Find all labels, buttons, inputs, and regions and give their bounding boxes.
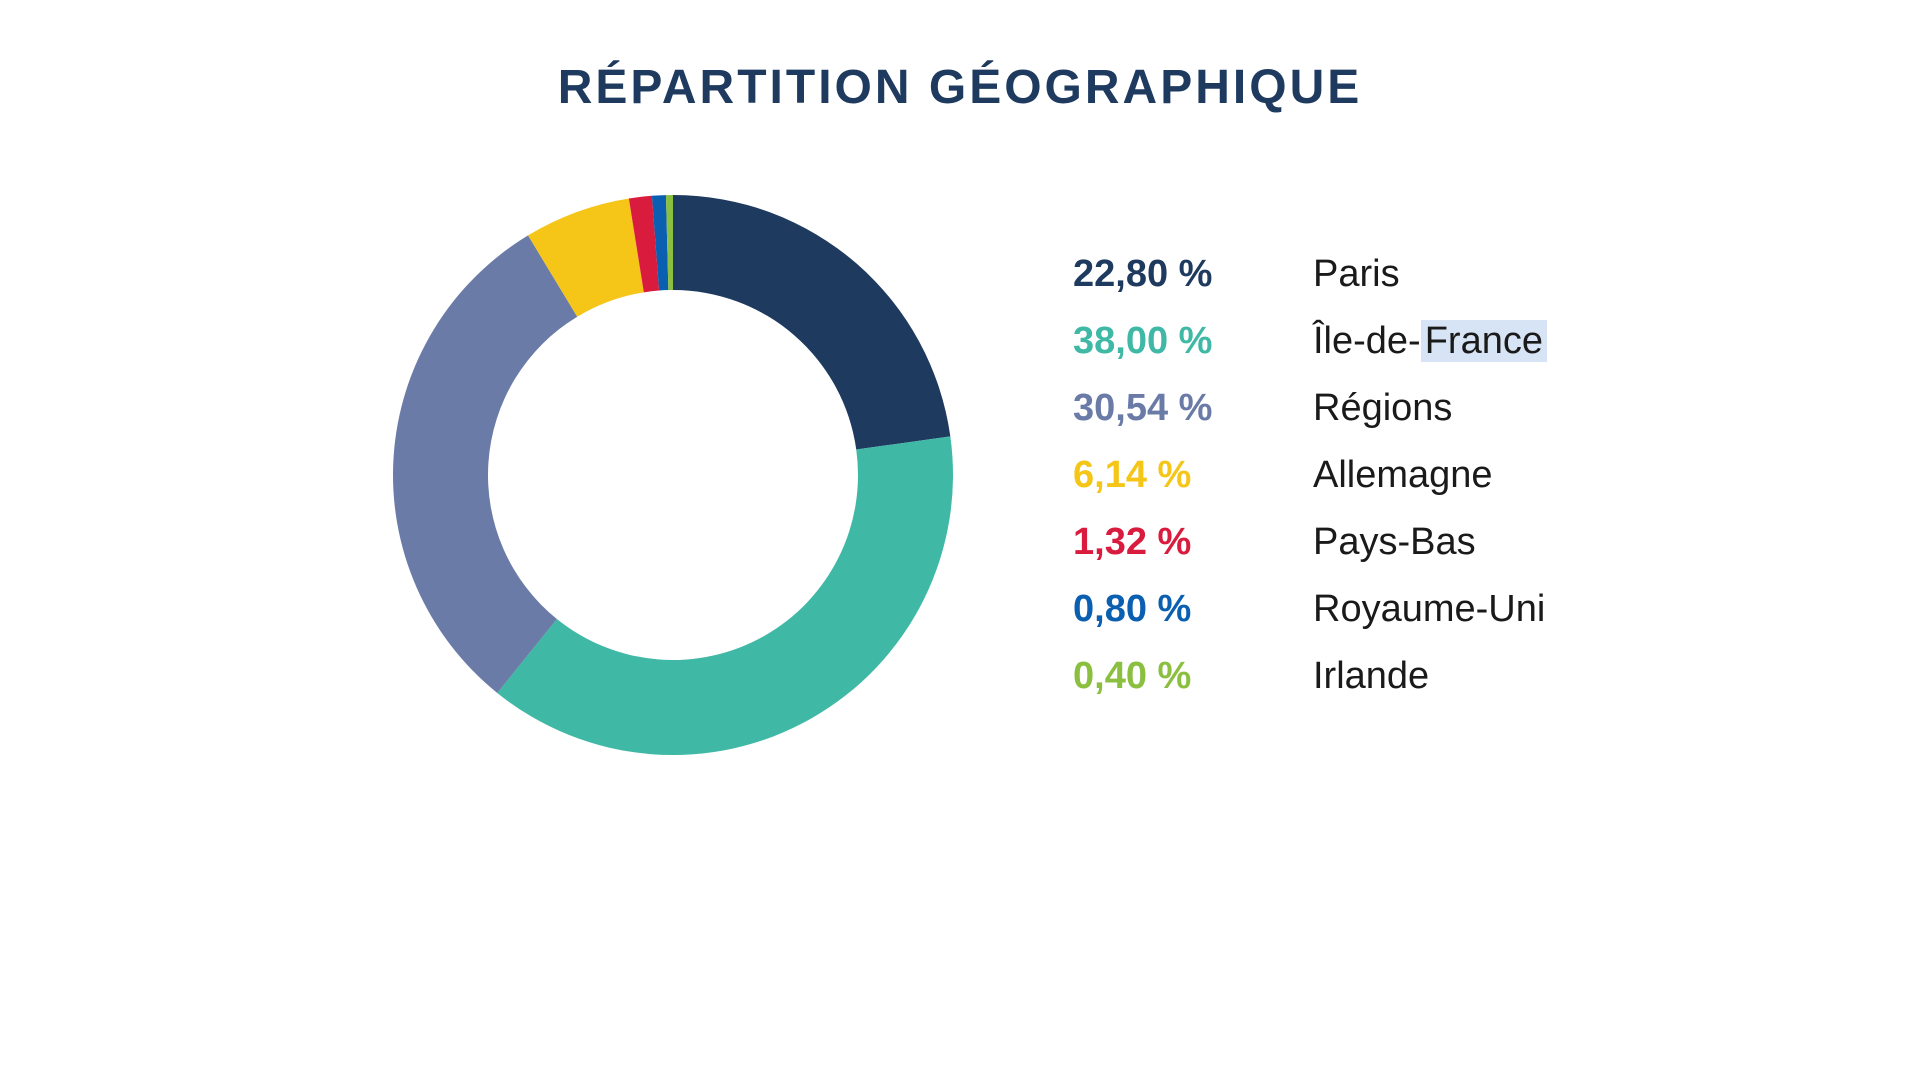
legend-label-highlight: France <box>1421 320 1547 362</box>
legend-row: 0,40 % Irlande <box>1073 655 1547 698</box>
chart-legend: 22,80 % Paris 38,00 % Île-de-France 30,54 % R… <box>1073 253 1547 698</box>
legend-row: 0,80 % Royaume-Uni <box>1073 588 1547 631</box>
donut-slice <box>497 436 953 755</box>
legend-label: Irlande <box>1313 655 1429 698</box>
legend-row: 38,00 % Île-de-France <box>1073 320 1547 363</box>
legend-percent: 30,54 % <box>1073 387 1273 430</box>
donut-slice <box>393 235 577 693</box>
legend-percent: 0,80 % <box>1073 588 1273 631</box>
legend-label: Île-de-France <box>1313 320 1547 363</box>
legend-percent: 1,32 % <box>1073 521 1273 564</box>
legend-percent: 0,40 % <box>1073 655 1273 698</box>
legend-row: 6,14 % Allemagne <box>1073 454 1547 497</box>
legend-label: Pays-Bas <box>1313 521 1476 564</box>
chart-title: RÉPARTITION GÉOGRAPHIQUE <box>558 60 1363 115</box>
legend-label-text: Île-de- <box>1313 320 1421 362</box>
legend-label: Allemagne <box>1313 454 1493 497</box>
legend-row: 1,32 % Pays-Bas <box>1073 521 1547 564</box>
chart-container: 22,80 % Paris 38,00 % Île-de-France 30,54 % R… <box>373 175 1547 775</box>
legend-percent: 22,80 % <box>1073 253 1273 296</box>
legend-row: 30,54 % Régions <box>1073 387 1547 430</box>
legend-label: Régions <box>1313 387 1452 430</box>
donut-chart <box>373 175 973 775</box>
legend-percent: 6,14 % <box>1073 454 1273 497</box>
legend-percent: 38,00 % <box>1073 320 1273 363</box>
legend-row: 22,80 % Paris <box>1073 253 1547 296</box>
legend-label: Royaume-Uni <box>1313 588 1545 631</box>
donut-slice <box>673 195 950 450</box>
legend-label: Paris <box>1313 253 1400 296</box>
